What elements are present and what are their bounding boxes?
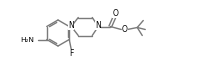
Text: O: O — [112, 9, 118, 18]
Text: N: N — [95, 21, 101, 30]
Text: N: N — [68, 21, 74, 30]
Text: H₂N: H₂N — [20, 36, 34, 43]
Text: O: O — [121, 25, 127, 35]
Text: F: F — [69, 49, 73, 58]
